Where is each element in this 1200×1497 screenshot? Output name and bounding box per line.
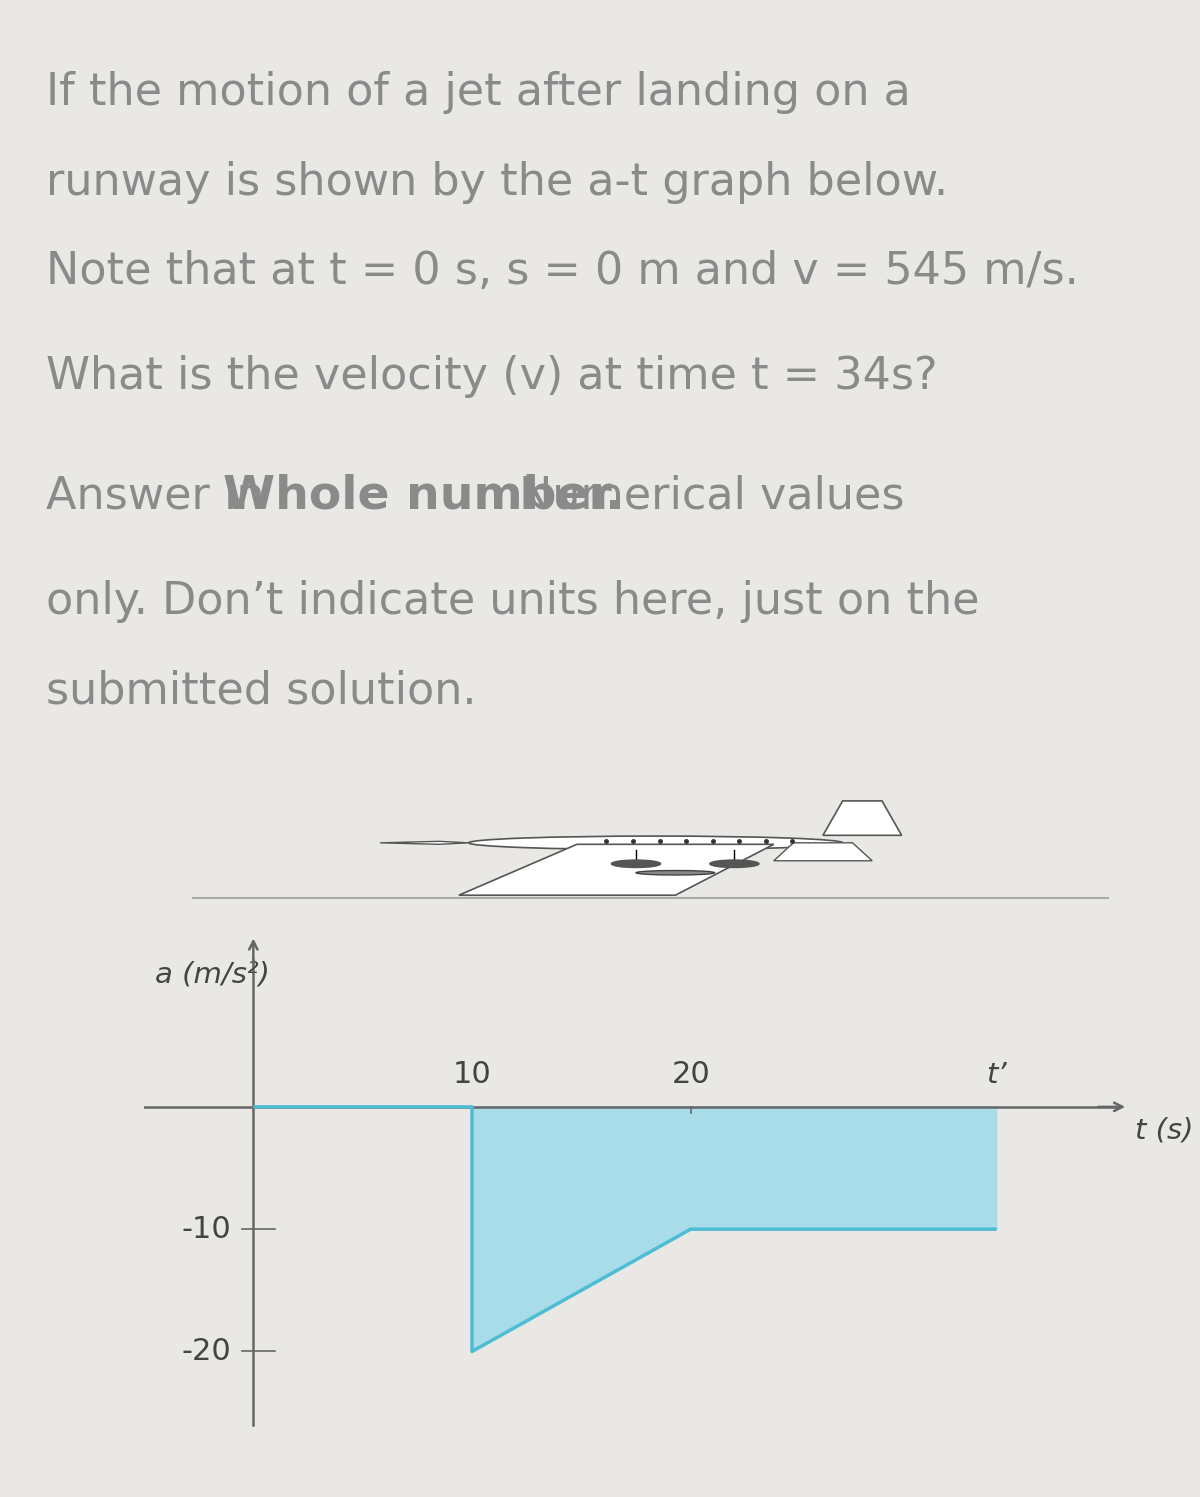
Ellipse shape	[469, 835, 842, 849]
Text: 20: 20	[671, 1060, 710, 1088]
Ellipse shape	[636, 870, 715, 874]
Polygon shape	[774, 843, 872, 861]
Polygon shape	[823, 801, 901, 835]
Text: submitted solution.: submitted solution.	[46, 669, 476, 713]
Text: If the motion of a jet after landing on a: If the motion of a jet after landing on …	[46, 70, 911, 114]
Text: -20: -20	[181, 1337, 232, 1365]
Text: Answer in: Answer in	[46, 475, 278, 518]
Text: -10: -10	[181, 1214, 232, 1244]
Circle shape	[612, 859, 661, 868]
Text: Numerical values: Numerical values	[505, 475, 905, 518]
Circle shape	[710, 859, 760, 868]
Text: t (s): t (s)	[1134, 1117, 1193, 1145]
Text: runway is shown by the a-t graph below.: runway is shown by the a-t graph below.	[46, 160, 948, 204]
Text: Whole number.: Whole number.	[223, 475, 623, 519]
PathPatch shape	[380, 841, 469, 844]
Text: t’: t’	[986, 1060, 1007, 1088]
Text: only. Don’t indicate units here, just on the: only. Don’t indicate units here, just on…	[46, 579, 979, 623]
Text: Note that at t = 0 s, s = 0 m and v = 545 m/s.: Note that at t = 0 s, s = 0 m and v = 54…	[46, 250, 1079, 293]
Text: What is the velocity (v) at time t = 34s?: What is the velocity (v) at time t = 34s…	[46, 355, 937, 398]
Text: a (m/s²): a (m/s²)	[155, 960, 270, 988]
Polygon shape	[472, 1106, 997, 1352]
Text: 10: 10	[452, 1060, 491, 1088]
Polygon shape	[458, 844, 774, 895]
